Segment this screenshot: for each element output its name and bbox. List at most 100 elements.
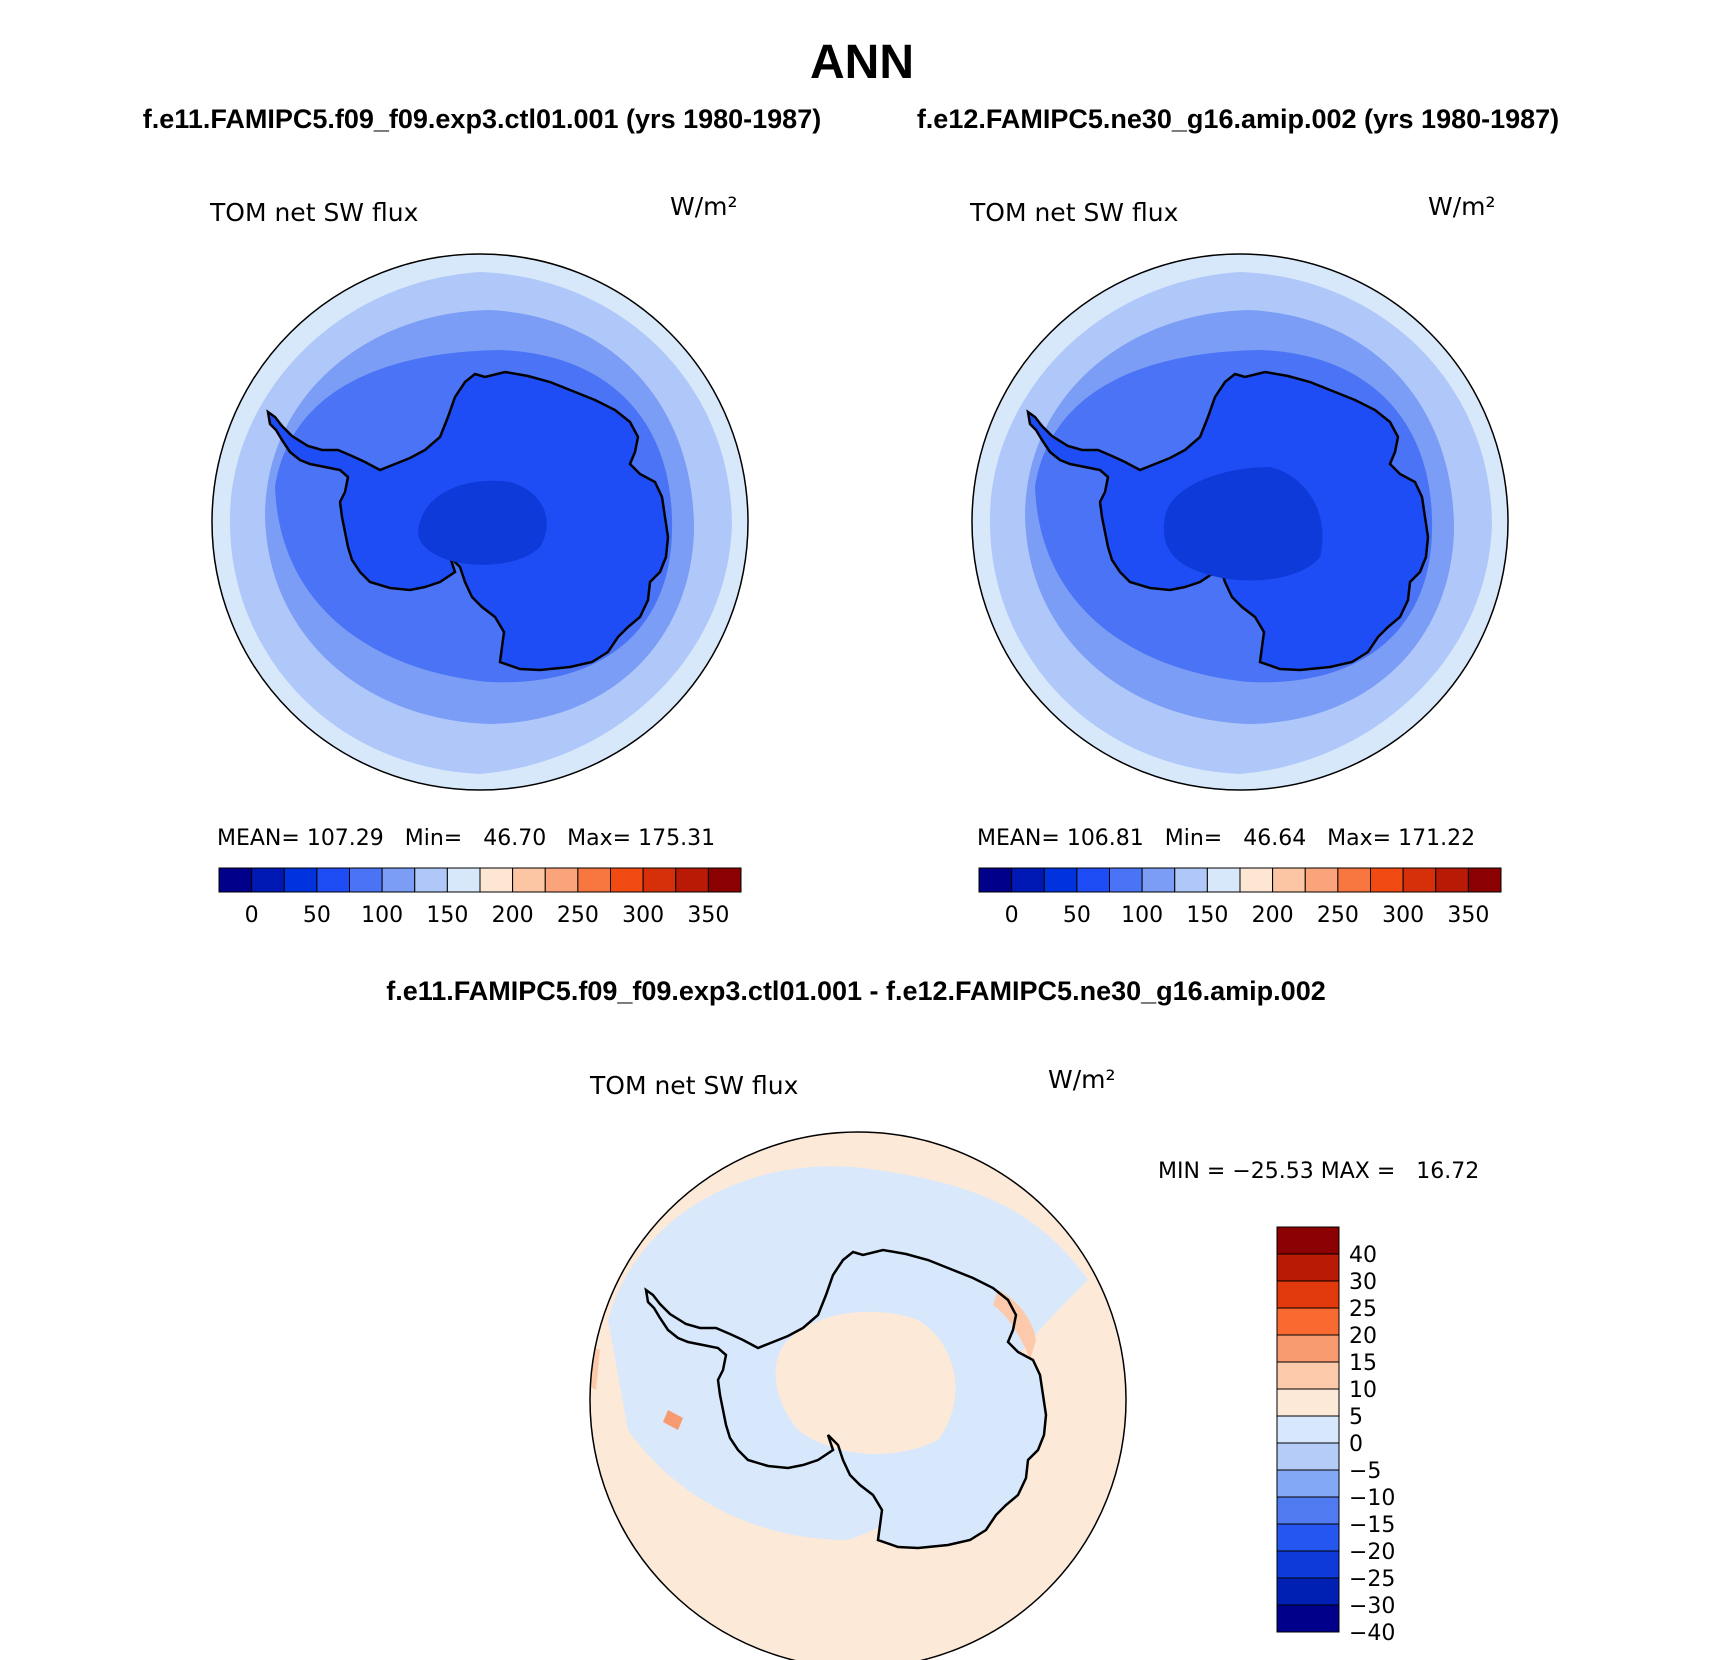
colorbar-swatch [707, 867, 742, 893]
colorbar-tick-label: 300 [622, 903, 664, 928]
colorbar-swatch [1276, 1523, 1340, 1552]
colorbar-swatch [1239, 867, 1274, 893]
colorbar-swatch [1370, 867, 1404, 893]
difference-map [589, 1131, 1127, 1660]
colorbar-tick-label: 5 [1349, 1405, 1363, 1430]
page-title: ANN [810, 36, 914, 89]
colorbar-tick-label: 100 [361, 903, 403, 928]
panel-right-units-label: W/m² [1428, 192, 1496, 221]
colorbar-tick-label: −10 [1349, 1486, 1395, 1511]
colorbar-swatch [1276, 1361, 1340, 1390]
colorbar-swatch [1276, 1442, 1340, 1471]
colorbar-tick-label: 100 [1121, 903, 1163, 928]
panel-right-case-title: f.e12.FAMIPC5.ne30_g16.amip.002 (yrs 198… [917, 104, 1559, 134]
colorbar-swatch [1337, 867, 1371, 893]
colorbar-tick-label: 300 [1382, 903, 1424, 928]
colorbar-tick-label: −5 [1349, 1459, 1381, 1484]
panel-right-map [971, 253, 1509, 791]
colorbar-swatch [1276, 1550, 1340, 1579]
panel-right-variable-label: TOM net SW flux [969, 198, 1178, 227]
difference-variable-label: TOM net SW flux [589, 1071, 798, 1100]
colorbar-tick-label: 50 [1063, 903, 1091, 928]
difference-units-label: W/m² [1048, 1065, 1116, 1094]
colorbar-swatch [642, 867, 677, 893]
colorbar-swatch [1011, 867, 1045, 893]
panel-left: f.e11.FAMIPC5.f09_f09.exp3.ctl01.001 (yr… [143, 104, 821, 928]
colorbar-swatch [512, 867, 546, 893]
difference-title: f.e11.FAMIPC5.f09_f09.exp3.ctl01.001 - f… [386, 976, 1325, 1006]
colorbar-swatch [1435, 867, 1469, 893]
colorbar-swatch [1276, 1469, 1340, 1498]
panel-left-colorbar: 0 50 100 150 200 250 300 350 [218, 867, 742, 928]
colorbar-tick-label: 200 [492, 903, 534, 928]
colorbar-tick-label: 250 [557, 903, 599, 928]
panel-difference: f.e11.FAMIPC5.f09_f09.exp3.ctl01.001 - f… [386, 976, 1479, 1660]
colorbar-tick-label: −40 [1349, 1621, 1395, 1646]
colorbar-swatch [283, 867, 318, 893]
colorbar-swatch [381, 867, 416, 893]
colorbar-swatch [1043, 867, 1078, 893]
colorbar-tick-label: −15 [1349, 1513, 1395, 1538]
colorbar-swatch [1276, 1280, 1340, 1309]
colorbar-swatch [1076, 867, 1110, 893]
colorbar-swatch [1109, 867, 1143, 893]
colorbar-tick-label: 25 [1349, 1297, 1377, 1322]
colorbar-tick-label: 20 [1349, 1324, 1377, 1349]
colorbar-swatch [446, 867, 481, 893]
colorbar-swatch [1276, 1307, 1340, 1336]
colorbar-tick-label: 10 [1349, 1378, 1377, 1403]
colorbar-swatch [577, 867, 611, 893]
panel-left-map [211, 253, 749, 791]
colorbar-swatch [1276, 1226, 1340, 1255]
colorbar-swatch [1276, 1334, 1340, 1363]
colorbar-tick-label: 350 [1447, 903, 1489, 928]
colorbar-tick-label: −25 [1349, 1567, 1395, 1592]
colorbar-tick-label: 50 [303, 903, 331, 928]
colorbar-swatch [610, 867, 644, 893]
panel-left-units-label: W/m² [670, 192, 738, 221]
colorbar-swatch [544, 867, 579, 893]
colorbar-swatch [1276, 1577, 1340, 1606]
panel-right: f.e12.FAMIPC5.ne30_g16.amip.002 (yrs 198… [917, 104, 1559, 928]
colorbar-swatch [316, 867, 350, 893]
colorbar-swatch [1276, 1496, 1340, 1525]
panel-left-case-title: f.e11.FAMIPC5.f09_f09.exp3.ctl01.001 (yr… [143, 104, 821, 134]
colorbar-tick-label: 40 [1349, 1243, 1377, 1268]
panel-right-colorbar: 0 50 100 150 200 250 300 350 [978, 867, 1502, 928]
colorbar-tick-label: 250 [1317, 903, 1359, 928]
colorbar-swatch [251, 867, 285, 893]
colorbar-tick-label: 0 [1005, 903, 1019, 928]
colorbar-tick-label: 0 [245, 903, 259, 928]
colorbar-swatch [1206, 867, 1241, 893]
colorbar-swatch [675, 867, 709, 893]
colorbar-swatch [1276, 1388, 1340, 1417]
colorbar-swatch [414, 867, 448, 893]
panel-left-variable-label: TOM net SW flux [209, 198, 418, 227]
colorbar-swatch [1304, 867, 1339, 893]
colorbar-tick-label: 30 [1349, 1270, 1377, 1295]
panel-left-stats: MEAN= 107.29 Min= 46.70 Max= 175.31 [217, 826, 715, 851]
colorbar-swatch [218, 867, 253, 893]
colorbar-tick-label: 150 [426, 903, 468, 928]
colorbar-tick-label: 0 [1349, 1432, 1363, 1457]
panel-right-stats: MEAN= 106.81 Min= 46.64 Max= 171.22 [977, 826, 1475, 851]
colorbar-tick-label: 200 [1252, 903, 1294, 928]
colorbar-tick-label: −20 [1349, 1540, 1395, 1565]
colorbar-swatch [978, 867, 1013, 893]
colorbar-swatch [1276, 1253, 1340, 1282]
colorbar-tick-label: 15 [1349, 1351, 1377, 1376]
colorbar-swatch [1467, 867, 1502, 893]
colorbar-swatch [1174, 867, 1208, 893]
colorbar-swatch [349, 867, 383, 893]
colorbar-swatch [1402, 867, 1437, 893]
colorbar-swatch [1276, 1415, 1340, 1444]
colorbar-tick-label: 150 [1186, 903, 1228, 928]
difference-minmax: MIN = −25.53 MAX = 16.72 [1158, 1159, 1479, 1184]
colorbar-swatch [1141, 867, 1176, 893]
colorbar-tick-label: −30 [1349, 1594, 1395, 1619]
colorbar-swatch [1272, 867, 1306, 893]
colorbar-swatch [479, 867, 514, 893]
colorbar-swatch [1276, 1604, 1340, 1633]
colorbar-tick-label: 350 [687, 903, 729, 928]
